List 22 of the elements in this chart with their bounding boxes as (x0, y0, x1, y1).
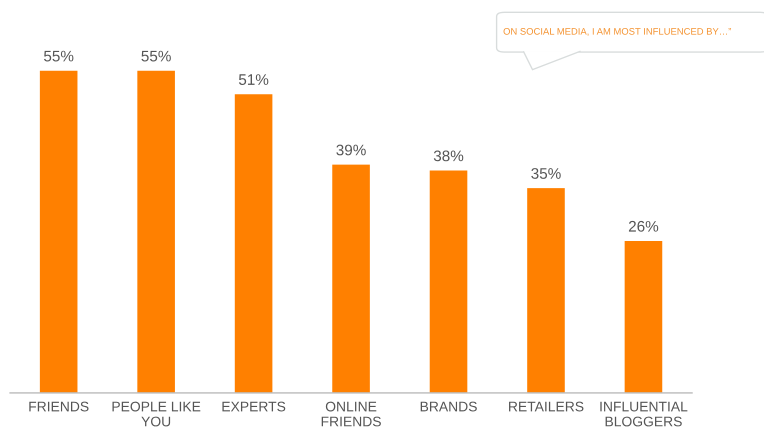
data-label: 38% (434, 150, 464, 162)
bar (38, 69, 79, 393)
data-label: 39% (336, 144, 366, 156)
x-tick-label: FRIENDS (29, 402, 89, 412)
data-label: 26% (628, 220, 658, 232)
x-tick-label: EXPERTS (222, 402, 286, 412)
bar (233, 92, 274, 393)
bar (526, 186, 566, 393)
x-tick-label: BRANDS (420, 402, 477, 412)
bar (330, 163, 372, 393)
data-label: 55% (44, 50, 74, 62)
x-tick-label: PEOPLE LIKE YOU (112, 402, 200, 426)
bar (136, 69, 176, 393)
bar (428, 169, 469, 393)
bar (623, 240, 664, 393)
x-tick-label: ONLINE FRIENDS (322, 402, 381, 426)
data-label: 55% (141, 50, 171, 62)
x-tick-label: INFLUENTIAL BLOGGERS (600, 402, 688, 426)
data-label: 35% (531, 168, 561, 179)
text: ON SOCIAL MEDIA, I AM MOST INFLUENCED BY…” (504, 28, 732, 36)
x-tick-label: RETAILERS (509, 402, 584, 412)
data-label: 51% (238, 74, 268, 85)
